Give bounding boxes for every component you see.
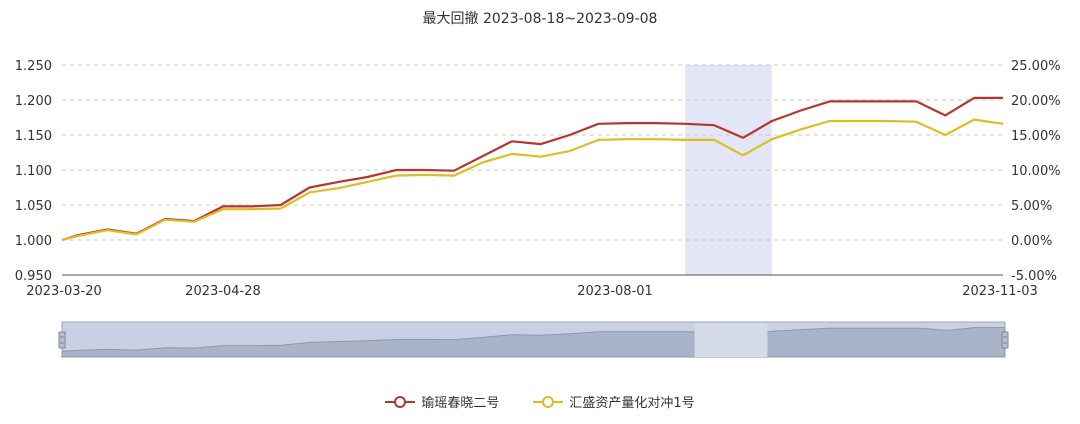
y-right-tick-label: 0.00% xyxy=(1011,234,1052,249)
legend: 瑜瑶春晓二号 汇盛资产量化对冲1号 xyxy=(0,392,1080,411)
legend-label-series-2: 汇盛资产量化对冲1号 xyxy=(569,396,695,411)
legend-series-2-icon xyxy=(533,395,564,408)
x-tick-label: 2023-08-01 xyxy=(577,284,653,299)
y-right-tick-label: -5.00% xyxy=(1011,269,1057,284)
legend-item-series-2[interactable]: 汇盛资产量化对冲1号 xyxy=(533,392,695,411)
x-tick-label: 2023-11-03 xyxy=(962,284,1038,299)
y-right-tick-label: 25.00% xyxy=(1011,59,1061,74)
legend-label-series-1: 瑜瑶春晓二号 xyxy=(421,396,500,411)
y-right-tick-label: 20.00% xyxy=(1011,94,1061,109)
y-left-tick-label: 1.000 xyxy=(15,234,52,249)
chart-title: 最大回撤 2023-08-18~2023-09-08 xyxy=(422,11,658,27)
data-zoom-preview-area xyxy=(61,327,1006,358)
x-tick-label: 2023-03-20 xyxy=(26,284,102,299)
data-zoom-right-handle[interactable] xyxy=(1001,331,1009,349)
y-left-tick-label: 1.050 xyxy=(15,199,52,214)
y-left-tick-label: 0.950 xyxy=(15,269,52,284)
y-right-tick-label: 15.00% xyxy=(1011,129,1061,144)
legend-item-series-1[interactable]: 瑜瑶春晓二号 xyxy=(385,392,499,411)
series-line-1 xyxy=(61,96,1003,242)
x-tick-label: 2023-04-28 xyxy=(185,284,261,299)
y-right-tick-label: 5.00% xyxy=(1011,199,1052,214)
data-zoom-left-handle[interactable] xyxy=(58,331,66,349)
y-left-tick-label: 1.150 xyxy=(15,129,52,144)
y-left-tick-label: 1.250 xyxy=(15,59,52,74)
series-line-2 xyxy=(61,118,1004,242)
y-right-tick-label: 10.00% xyxy=(1011,164,1061,179)
data-zoom-highlight xyxy=(694,323,768,357)
legend-series-1-icon xyxy=(385,395,416,408)
y-left-tick-label: 1.200 xyxy=(15,94,52,109)
y-left-tick-label: 1.100 xyxy=(15,164,52,179)
